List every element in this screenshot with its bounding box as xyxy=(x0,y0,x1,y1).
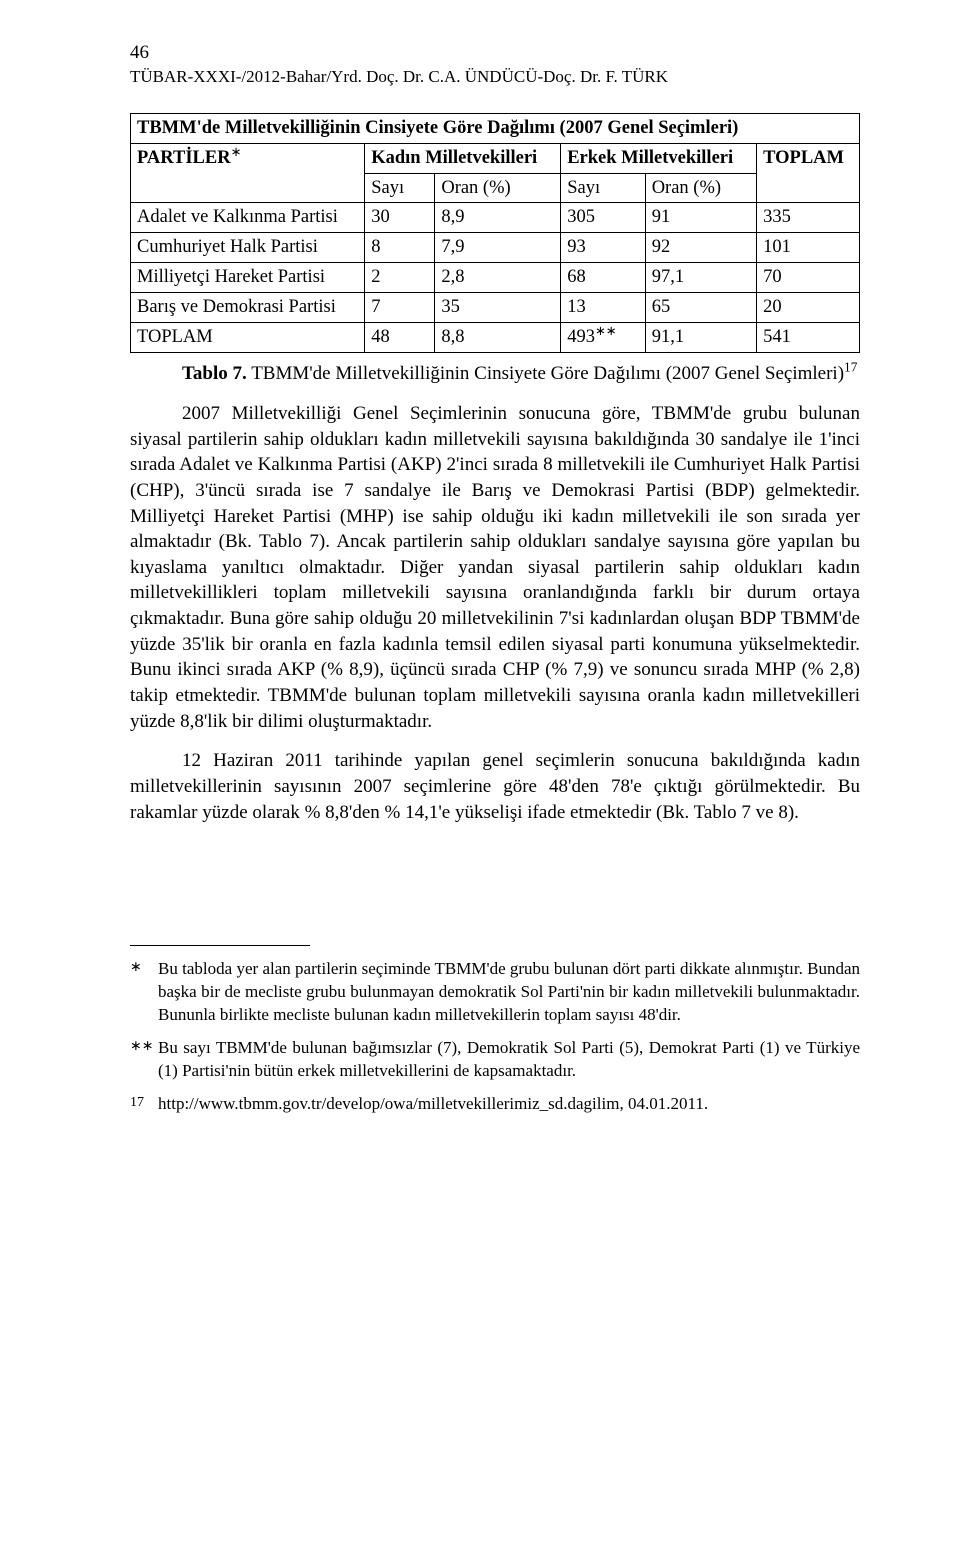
cell: 8,8 xyxy=(435,323,561,353)
page-number: 46 xyxy=(130,40,860,66)
cell: 35 xyxy=(435,293,561,323)
cell: 91 xyxy=(645,203,756,233)
footnote: ∗ Bu tabloda yer alan partilerin seçimin… xyxy=(130,958,860,1027)
party-name: Cumhuriyet Halk Partisi xyxy=(131,233,365,263)
running-head: TÜBAR-XXXI-/2012-Bahar/Yrd. Doç. Dr. C.A… xyxy=(130,66,860,89)
footnote-text: Bu tabloda yer alan partilerin seçiminde… xyxy=(158,958,860,1027)
table-row: Barış ve Demokrasi Partisi 7 35 13 65 20 xyxy=(131,293,860,323)
cell: 8 xyxy=(365,233,435,263)
cell: 97,1 xyxy=(645,263,756,293)
col-parties: PARTİLER∗ xyxy=(131,143,365,203)
cell: 70 xyxy=(757,263,860,293)
cell: 92 xyxy=(645,233,756,263)
subhead-count2: Sayı xyxy=(561,173,646,203)
cell: 101 xyxy=(757,233,860,263)
table-row: Milliyetçi Hareket Partisi 2 2,8 68 97,1… xyxy=(131,263,860,293)
cell: 7 xyxy=(365,293,435,323)
total-label: TOPLAM xyxy=(131,323,365,353)
subhead-count1: Sayı xyxy=(365,173,435,203)
cell: 93 xyxy=(561,233,646,263)
cell: 91,1 xyxy=(645,323,756,353)
footnote: ∗∗ Bu sayı TBMM'de bulunan bağımsızlar (… xyxy=(130,1037,860,1083)
cell: 20 xyxy=(757,293,860,323)
cell: 30 xyxy=(365,203,435,233)
cell: 541 xyxy=(757,323,860,353)
footnote-text: http://www.tbmm.gov.tr/develop/owa/mille… xyxy=(158,1093,860,1116)
body-paragraph-1: 2007 Milletvekilliği Genel Seçimlerinin … xyxy=(130,401,860,734)
col-female: Kadın Milletvekilleri xyxy=(365,143,561,173)
table-title: TBMM'de Milletvekilliğinin Cinsiyete Gör… xyxy=(131,113,860,143)
footnote-mark: 17 xyxy=(130,1093,158,1116)
cell: 48 xyxy=(365,323,435,353)
party-name: Barış ve Demokrasi Partisi xyxy=(131,293,365,323)
cell: 2 xyxy=(365,263,435,293)
caption-text: TBMM'de Milletvekilliğinin Cinsiyete Gör… xyxy=(247,363,844,384)
cell: 305 xyxy=(561,203,646,233)
cell: 68 xyxy=(561,263,646,293)
col-total: TOPLAM xyxy=(757,143,860,203)
footnotes-block: ∗ Bu tabloda yer alan partilerin seçimin… xyxy=(130,945,860,1116)
footnote-text: Bu sayı TBMM'de bulunan bağımsızlar (7),… xyxy=(158,1037,860,1083)
party-name: Adalet ve Kalkınma Partisi xyxy=(131,203,365,233)
cell: 2,8 xyxy=(435,263,561,293)
cell: 335 xyxy=(757,203,860,233)
table-total-row: TOPLAM 48 8,8 493∗∗ 91,1 541 xyxy=(131,323,860,353)
parties-sup: ∗ xyxy=(231,143,242,158)
footnote-mark: ∗ xyxy=(130,958,158,1027)
table-caption: Tablo 7. TBMM'de Milletvekilliğinin Cins… xyxy=(130,361,860,387)
total-c2: 493 xyxy=(567,327,595,347)
subhead-pct2: Oran (%) xyxy=(645,173,756,203)
col-male: Erkek Milletvekilleri xyxy=(561,143,757,173)
distribution-table: TBMM'de Milletvekilliğinin Cinsiyete Gör… xyxy=(130,113,860,354)
cell: 13 xyxy=(561,293,646,323)
total-c2-sup: ∗∗ xyxy=(595,323,617,338)
caption-label: Tablo 7. xyxy=(182,363,247,384)
caption-sup: 17 xyxy=(844,360,857,375)
cell: 493∗∗ xyxy=(561,323,646,353)
table-row: Cumhuriyet Halk Partisi 8 7,9 93 92 101 xyxy=(131,233,860,263)
footnote-mark: ∗∗ xyxy=(130,1037,158,1083)
body-paragraph-2: 12 Haziran 2011 tarihinde yapılan genel … xyxy=(130,748,860,825)
table-row: Adalet ve Kalkınma Partisi 30 8,9 305 91… xyxy=(131,203,860,233)
cell: 8,9 xyxy=(435,203,561,233)
party-name: Milliyetçi Hareket Partisi xyxy=(131,263,365,293)
col-parties-label: PARTİLER xyxy=(137,148,231,168)
footnote-separator xyxy=(130,945,310,946)
cell: 7,9 xyxy=(435,233,561,263)
subhead-pct1: Oran (%) xyxy=(435,173,561,203)
cell: 65 xyxy=(645,293,756,323)
footnote: 17 http://www.tbmm.gov.tr/develop/owa/mi… xyxy=(130,1093,860,1116)
